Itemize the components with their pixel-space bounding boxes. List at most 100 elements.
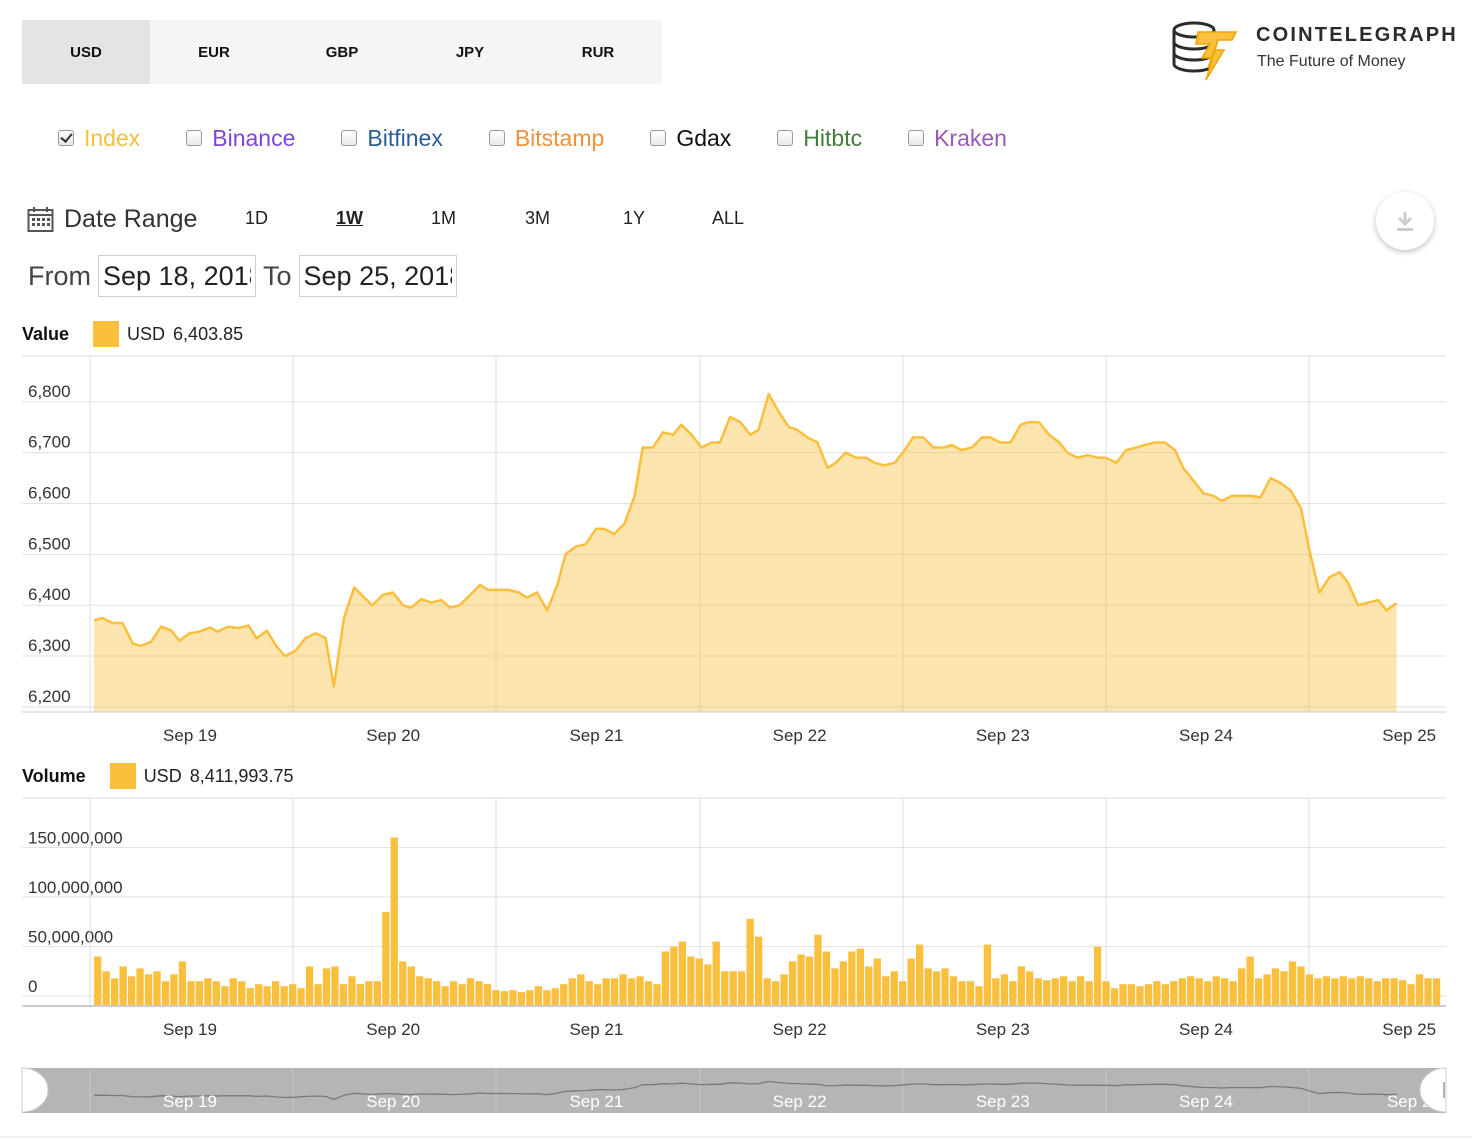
volume-bar: [1110, 988, 1119, 1005]
currency-tab-usd[interactable]: USD: [22, 20, 150, 84]
navigator-x-tick-label: Sep 23: [976, 1092, 1030, 1111]
volume-bar: [975, 986, 983, 1005]
to-label: To: [263, 260, 292, 291]
volume-x-tick-label: Sep 21: [569, 1020, 623, 1039]
volume-bar: [509, 990, 517, 1006]
download-icon: [1397, 212, 1413, 231]
date-range-picker[interactable]: Date Range: [27, 205, 197, 234]
volume-bar: [348, 976, 356, 1005]
volume-bar: [305, 966, 314, 1005]
volume-bar: [1339, 976, 1347, 1005]
value-y-tick-label: 6,300: [28, 636, 71, 655]
exchange-kraken[interactable]: Kraken: [908, 125, 1007, 152]
range-1m-button[interactable]: 1M: [431, 208, 457, 228]
volume-bar: [1212, 976, 1220, 1005]
volume-bar: [797, 954, 805, 1005]
volume-bar: [822, 951, 831, 1005]
cointelegraph-logo[interactable]: COINTELEGRAPH The Future of Money: [1168, 18, 1458, 84]
exchange-bitfinex[interactable]: Bitfinex: [341, 125, 443, 152]
index-checkbox[interactable]: [58, 130, 74, 146]
exchange-index[interactable]: Index: [58, 125, 140, 152]
range-1w-button[interactable]: 1W: [336, 208, 363, 228]
volume-bar: [229, 978, 237, 1005]
value-x-tick-label: Sep 19: [163, 726, 217, 745]
volume-chart: 0 50,000,000 100,000,000 150,000,000 Sep 19 S…: [22, 797, 1446, 1039]
volume-bar: [780, 974, 788, 1005]
volume-bar: [1051, 978, 1059, 1005]
navigator-left-handle[interactable]: [21, 1067, 49, 1113]
kraken-checkbox[interactable]: [908, 130, 925, 146]
volume-bar: [916, 944, 924, 1005]
volume-bar: [517, 992, 525, 1005]
volume-bar: [653, 984, 661, 1005]
volume-bar: [1043, 980, 1051, 1005]
volume-bar: [289, 984, 297, 1005]
coin-stack-bolt-icon: [1172, 21, 1238, 81]
bitfinex-checkbox[interactable]: [341, 130, 358, 146]
navigator-right-handle[interactable]: [1419, 1067, 1447, 1113]
volume-bar: [534, 986, 542, 1005]
volume-bar: [627, 978, 636, 1005]
volume-bar: [128, 976, 136, 1005]
volume-bar: [949, 976, 958, 1005]
volume-bar: [670, 946, 678, 1005]
exchange-label-hitbtc: Hitbtc: [803, 124, 863, 151]
exchange-bitstamp[interactable]: Bitstamp: [488, 125, 604, 152]
currency-tab-jpy[interactable]: JPY: [455, 43, 485, 61]
currency-tab-gbp[interactable]: GBP: [325, 43, 359, 61]
range-1y-button[interactable]: 1Y: [623, 208, 646, 228]
to-date-input[interactable]: [298, 255, 457, 297]
binance-checkbox[interactable]: [186, 130, 203, 146]
exchange-gdax[interactable]: Gdax: [650, 125, 731, 152]
volume-bar: [1407, 984, 1415, 1005]
volume-bar: [687, 956, 695, 1005]
volume-bar: [788, 961, 797, 1005]
from-date-input[interactable]: [98, 255, 256, 297]
volume-bar: [297, 988, 305, 1005]
volume-bar: [873, 958, 881, 1006]
exchange-hitbtc[interactable]: Hitbtc: [777, 125, 862, 152]
volume-bar: [1390, 978, 1398, 1005]
volume-bar: [932, 971, 941, 1005]
volume-bar: [161, 981, 170, 1005]
value-chart: 6,200 6,300 6,400 6,500 6,600 6,700 6,800 Sep 1…: [22, 355, 1446, 745]
volume-bar: [466, 978, 475, 1005]
calendar-icon: [27, 207, 54, 232]
volume-legend-swatch: [109, 763, 136, 789]
currency-tab-rur[interactable]: RUR: [581, 43, 615, 61]
volume-bar: [1246, 956, 1254, 1005]
volume-bar: [721, 971, 729, 1005]
volume-bar: [195, 981, 203, 1005]
volume-bar: [1000, 974, 1008, 1005]
range-all-button[interactable]: ALL: [712, 208, 745, 228]
volume-bar: [1077, 976, 1085, 1005]
volume-bar: [1068, 981, 1076, 1005]
volume-bar: [882, 976, 890, 1005]
gdax-checkbox[interactable]: [650, 130, 667, 146]
volume-x-tick-label: Sep 20: [366, 1020, 420, 1039]
volume-y-tick-label: 50,000,000: [28, 928, 113, 947]
volume-bar: [153, 971, 161, 1005]
currency-tab-eur[interactable]: EUR: [198, 43, 230, 61]
volume-bar: [314, 984, 322, 1005]
exchange-label-kraken: Kraken: [934, 124, 1007, 151]
bitstamp-checkbox[interactable]: [488, 130, 505, 146]
download-button[interactable]: [1376, 192, 1434, 250]
volume-bar: [831, 968, 839, 1005]
volume-bar: [1161, 984, 1169, 1005]
hitbtc-checkbox[interactable]: [777, 130, 794, 146]
volume-bar: [1144, 984, 1153, 1005]
volume-bar: [755, 936, 763, 1005]
volume-bar: [1331, 978, 1339, 1005]
range-3m-button[interactable]: 3M: [525, 208, 551, 228]
exchange-binance[interactable]: Binance: [186, 125, 295, 152]
volume-bar: [102, 971, 110, 1005]
volume-bar: [1314, 978, 1322, 1005]
range-1d-button[interactable]: 1D: [245, 208, 269, 228]
volume-legend-value: 8,411,993.75: [189, 765, 294, 786]
volume-bar: [475, 981, 483, 1005]
volume-bar: [805, 956, 814, 1005]
volume-bar: [1221, 978, 1229, 1005]
volume-bar: [433, 981, 441, 1005]
